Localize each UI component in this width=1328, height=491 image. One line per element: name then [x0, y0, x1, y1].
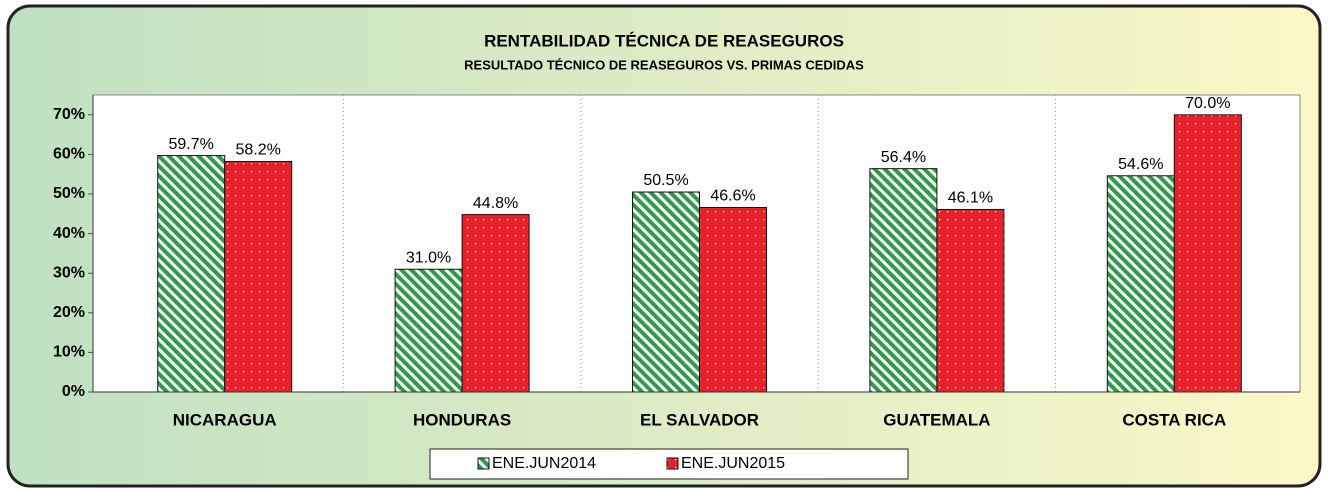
bar: [1106, 175, 1175, 393]
data-label: 44.8%: [473, 195, 518, 212]
legend-label: ENE.JUN2015: [681, 455, 785, 472]
x-tick-label: GUATEMALA: [883, 410, 990, 429]
chart-title: RENTABILIDAD TÉCNICA DE REASEGUROS: [484, 31, 844, 50]
data-label: 31.0%: [406, 249, 451, 266]
y-tick-label: 60%: [53, 146, 85, 163]
bar: [157, 155, 226, 393]
bar: [869, 168, 938, 393]
bar: [699, 206, 767, 393]
bar: [1173, 114, 1242, 393]
x-tick-label: HONDURAS: [413, 410, 511, 429]
y-tick-label: 10%: [53, 344, 85, 361]
x-tick-label: COSTA RICA: [1122, 410, 1226, 429]
data-label: 70.0%: [1185, 95, 1230, 112]
bar: [224, 161, 293, 393]
bar: [394, 268, 463, 393]
y-tick-label: 20%: [53, 304, 85, 321]
data-label: 50.5%: [643, 172, 688, 189]
bar: [461, 214, 530, 393]
y-tick-label: 40%: [53, 225, 85, 242]
y-tick-label: 70%: [53, 106, 85, 123]
bar: [632, 191, 700, 393]
data-label: 46.6%: [710, 188, 755, 205]
data-label: 56.4%: [881, 149, 926, 166]
x-tick-label: NICARAGUA: [173, 410, 277, 429]
legend-swatch: [666, 457, 679, 470]
data-label: 58.2%: [236, 142, 281, 159]
data-label: 46.1%: [948, 190, 993, 207]
legend-label: ENE.JUN2014: [492, 455, 596, 472]
data-label: 59.7%: [169, 136, 214, 153]
y-tick-label: 30%: [53, 264, 85, 281]
chart-subtitle: RESULTADO TÉCNICO DE REASEGUROS VS. PRIM…: [464, 57, 864, 72]
x-tick-label: EL SALVADOR: [640, 410, 759, 429]
y-tick-label: 50%: [53, 185, 85, 202]
legend-swatch: [477, 457, 490, 470]
y-tick-label: 0%: [62, 383, 85, 400]
bar: [936, 208, 1005, 393]
data-label: 54.6%: [1118, 156, 1163, 173]
